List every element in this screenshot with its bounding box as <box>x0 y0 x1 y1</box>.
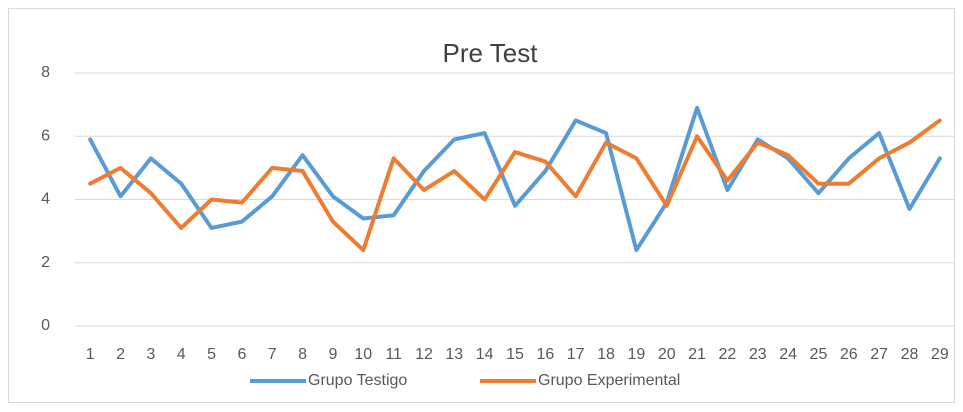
line-series <box>88 118 942 253</box>
x-tick-label: 22 <box>719 346 737 363</box>
x-tick-label: 26 <box>840 346 858 363</box>
legend-label: Grupo Experimental <box>538 372 680 389</box>
x-tick-label: 27 <box>870 346 888 363</box>
x-tick-label: 5 <box>207 346 216 363</box>
x-tick-label: 20 <box>658 346 676 363</box>
legend-label: Grupo Testigo <box>308 372 407 389</box>
x-tick-label: 4 <box>177 346 186 363</box>
x-tick-label: 19 <box>627 346 645 363</box>
x-tick-label: 3 <box>146 346 155 363</box>
y-tick-label: 2 <box>41 254 50 271</box>
x-tick-label: 8 <box>298 346 307 363</box>
y-tick-label: 4 <box>41 191 50 208</box>
x-tick-label: 23 <box>749 346 767 363</box>
x-tick-label: 7 <box>268 346 277 363</box>
x-tick-label: 9 <box>328 346 337 363</box>
x-tick-label: 2 <box>116 346 125 363</box>
chart-border <box>8 8 955 403</box>
y-tick-label: 8 <box>41 64 50 81</box>
chart-title: Pre Test <box>443 38 539 68</box>
x-tick-label: 1 <box>86 346 95 363</box>
x-tick-label: 14 <box>476 346 494 363</box>
x-tick-label: 24 <box>779 346 797 363</box>
x-tick-label: 13 <box>445 346 463 363</box>
x-tick-label: 15 <box>506 346 524 363</box>
y-tick-label: 0 <box>41 317 50 334</box>
x-tick-label: 29 <box>931 346 949 363</box>
line-series <box>88 105 942 253</box>
x-tick-label: 17 <box>567 346 585 363</box>
x-tick-label: 12 <box>415 346 433 363</box>
x-tick-label: 28 <box>901 346 919 363</box>
y-tick-label: 6 <box>41 127 50 144</box>
x-tick-label: 11 <box>385 346 402 363</box>
x-tick-label: 21 <box>688 346 706 363</box>
x-tick-label: 16 <box>536 346 554 363</box>
x-tick-label: 6 <box>237 346 246 363</box>
x-tick-label: 18 <box>597 346 615 363</box>
x-tick-label: 10 <box>354 346 372 363</box>
x-tick-label: 25 <box>810 346 828 363</box>
